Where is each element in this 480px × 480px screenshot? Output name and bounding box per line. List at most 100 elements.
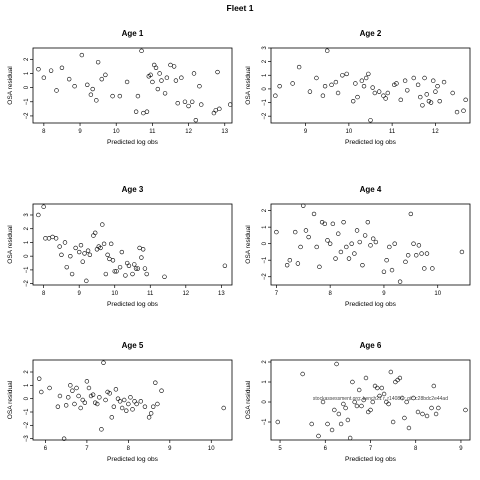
data-point xyxy=(76,393,81,399)
data-point xyxy=(101,360,106,365)
data-point xyxy=(107,256,112,262)
x-tick-label: 11 xyxy=(149,129,156,135)
data-point xyxy=(41,75,47,80)
data-point xyxy=(157,71,162,76)
data-point xyxy=(295,261,301,266)
data-point xyxy=(381,93,386,98)
data-point xyxy=(94,98,99,103)
data-point xyxy=(397,279,403,284)
data-point xyxy=(363,375,369,381)
data-point xyxy=(422,75,427,81)
data-point xyxy=(345,417,351,423)
data-point xyxy=(80,259,85,264)
x-axis-label: Predicted log obs xyxy=(345,301,397,308)
data-point xyxy=(463,97,468,103)
y-tick-label: 1 xyxy=(24,240,30,244)
data-point xyxy=(148,72,153,78)
data-point xyxy=(393,379,398,385)
data-point xyxy=(62,240,68,245)
plot-frame xyxy=(32,359,233,441)
y-tick-label: −1 xyxy=(24,98,30,106)
data-point xyxy=(330,221,336,227)
data-point xyxy=(377,393,382,399)
x-tick-label: 10 xyxy=(434,291,441,297)
data-point xyxy=(352,399,357,405)
y-tick-label: −2 xyxy=(24,112,30,120)
x-tick-label: 7 xyxy=(85,446,89,452)
data-point xyxy=(383,96,388,101)
data-point xyxy=(64,264,69,270)
data-point xyxy=(368,407,373,413)
data-point xyxy=(117,264,123,270)
data-point xyxy=(78,405,83,411)
data-point xyxy=(50,234,55,240)
data-point xyxy=(82,400,88,405)
data-point xyxy=(433,411,439,417)
y-tick-label: 0 xyxy=(24,254,30,258)
data-point xyxy=(72,84,77,89)
data-point xyxy=(418,94,423,100)
x-tick-label: 12 xyxy=(432,129,439,135)
y-tick-label: 0 xyxy=(24,85,30,89)
data-point xyxy=(426,98,432,104)
data-point xyxy=(70,388,75,393)
data-point xyxy=(66,395,71,400)
y-tick-label: −1 xyxy=(24,266,30,274)
data-point xyxy=(357,239,362,245)
x-tick-label: 11 xyxy=(147,291,154,297)
data-point xyxy=(101,241,107,247)
data-point xyxy=(103,397,108,403)
data-point xyxy=(61,436,67,441)
data-point xyxy=(403,259,408,265)
data-point xyxy=(199,102,204,107)
data-point xyxy=(392,241,397,246)
x-tick-label: 6 xyxy=(44,446,48,452)
data-point xyxy=(379,385,385,391)
x-tick-label: 13 xyxy=(221,129,228,135)
data-point xyxy=(148,411,154,416)
data-point xyxy=(399,395,405,401)
y-tick-label: 0 xyxy=(262,241,268,245)
y-axis-label: OSA residual xyxy=(7,66,14,105)
data-point xyxy=(350,98,356,104)
data-point xyxy=(317,264,322,270)
data-point xyxy=(386,401,391,407)
data-point xyxy=(394,81,399,86)
data-point xyxy=(284,262,290,268)
data-point xyxy=(340,73,345,78)
y-axis-label: OSA residual xyxy=(245,225,252,264)
x-axis-label: Predicted log obs xyxy=(107,139,159,146)
data-point xyxy=(398,97,403,103)
data-point xyxy=(320,93,326,98)
x-tick-label: 11 xyxy=(389,129,396,135)
data-point xyxy=(103,271,109,277)
y-tick-label: 2 xyxy=(24,57,30,61)
data-point xyxy=(375,385,380,391)
data-point xyxy=(59,65,65,71)
y-tick-label: −1 xyxy=(262,98,268,106)
data-point xyxy=(137,245,142,251)
data-point xyxy=(41,204,46,209)
data-point xyxy=(336,411,342,417)
x-tick-label: 8 xyxy=(42,291,46,297)
data-point xyxy=(349,241,354,246)
data-point xyxy=(405,253,411,258)
x-axis-label: Predicted log obs xyxy=(345,456,397,463)
data-point xyxy=(134,401,139,407)
data-point xyxy=(79,52,85,58)
data-point xyxy=(117,399,123,404)
data-point xyxy=(124,79,130,85)
data-point xyxy=(72,401,77,407)
data-point xyxy=(346,256,352,261)
data-point xyxy=(373,239,379,245)
data-point xyxy=(431,78,436,83)
data-point xyxy=(111,404,117,409)
data-point xyxy=(108,241,114,247)
data-point xyxy=(322,83,328,89)
data-point xyxy=(80,397,85,403)
y-tick-label: 2 xyxy=(24,370,30,374)
data-point xyxy=(397,375,403,381)
data-point xyxy=(84,278,89,284)
data-point xyxy=(139,255,144,260)
